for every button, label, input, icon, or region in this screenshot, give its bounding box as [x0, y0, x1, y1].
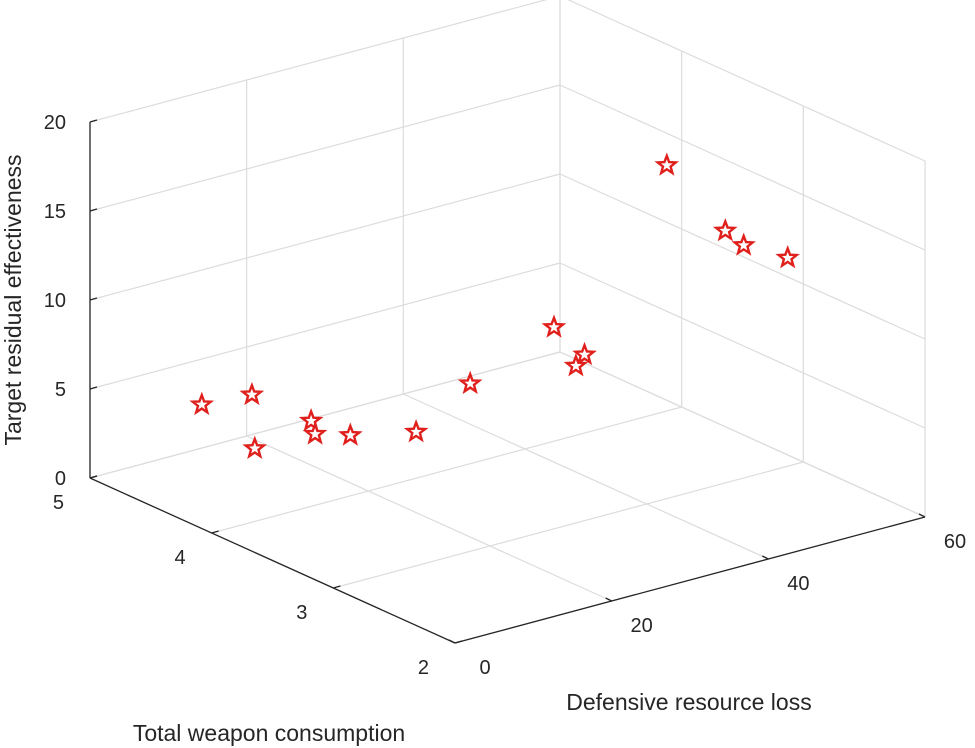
data-point-star: [541, 314, 567, 338]
z-tick-label: 20: [44, 112, 66, 134]
y-axis-line: [89, 477, 456, 644]
y-tick-mark: [454, 640, 463, 644]
x-tick-mark: [762, 555, 769, 560]
z-tick-mark: [89, 119, 98, 123]
data-point-star: [775, 244, 800, 269]
grid-lines: [89, 0, 926, 644]
z-tick-mark: [89, 208, 98, 212]
z-axis-title: Target residual effectiveness: [0, 154, 26, 445]
x-tick-label: 0: [479, 657, 490, 679]
data-point-star: [242, 435, 268, 460]
data-point-star: [712, 218, 738, 242]
data-point-star: [189, 391, 215, 416]
wall-grid-line: [89, 173, 561, 301]
x-tick-label: 40: [787, 573, 809, 595]
axes: [89, 119, 926, 644]
data-point-star: [298, 407, 324, 432]
x-tick-label: 20: [631, 615, 653, 637]
wall-grid-line: [89, 84, 561, 212]
data-point-star: [457, 370, 483, 395]
x-axis-title: Defensive resource loss: [566, 689, 811, 715]
wall-grid-line: [89, 262, 561, 390]
data-point-star: [731, 232, 756, 256]
z-tick-label: 15: [44, 201, 66, 223]
floor-grid-line: [403, 393, 769, 560]
y-tick-label: 2: [418, 657, 429, 679]
data-point-star: [572, 341, 597, 366]
z-tick-mark: [89, 386, 98, 390]
x-axis-line: [454, 516, 926, 644]
y-tick-mark: [333, 585, 341, 589]
wall-grid-line: [89, 351, 561, 479]
y-tick-label: 5: [53, 492, 64, 514]
data-point-star: [654, 152, 680, 176]
wall-grid-line: [567, 0, 926, 162]
x-tick-mark: [918, 513, 926, 518]
data-points: [189, 152, 800, 460]
z-tick-label: 10: [44, 290, 66, 312]
y-tick-mark: [89, 475, 98, 479]
y-tick-label: 3: [296, 602, 307, 624]
wall-grid-line: [559, 351, 926, 518]
wall-grid-line: [559, 262, 926, 429]
x-tick-mark: [448, 639, 456, 644]
floor-grid-line: [246, 435, 612, 602]
x-tick-mark: [605, 597, 612, 602]
y-tick-label: 4: [175, 547, 186, 569]
z-tick-mark: [89, 297, 98, 301]
floor-grid-line: [211, 406, 682, 534]
data-point-star: [563, 352, 589, 377]
data-point-star: [338, 422, 363, 446]
data-point-star: [302, 421, 328, 445]
y-tick-mark: [211, 530, 219, 534]
z-tick-label: 5: [55, 379, 66, 401]
z-tick-label: 0: [55, 468, 66, 490]
y-axis-title: Total weapon consumption: [133, 720, 405, 746]
x-tick-label: 60: [944, 531, 966, 553]
data-point-star: [403, 418, 429, 443]
wall-grid-line: [559, 173, 926, 340]
wall-grid-line: [559, 84, 926, 251]
wall-grid-line: [89, 0, 548, 123]
data-point-star: [239, 381, 265, 406]
floor-grid-line: [333, 461, 804, 589]
